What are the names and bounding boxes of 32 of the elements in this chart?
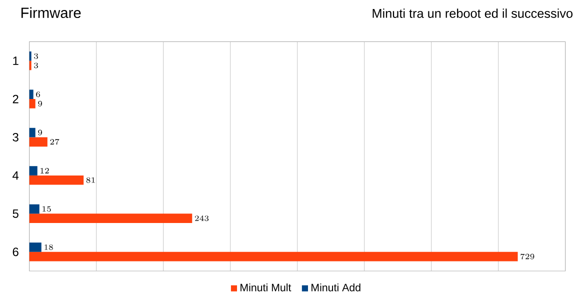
chart-subtitle: Minuti tra un reboot ed il successivo xyxy=(372,8,573,18)
y-tick-label: 4 xyxy=(12,171,19,180)
bar xyxy=(29,99,36,108)
y-tick-label: 3 xyxy=(12,132,18,142)
data-label: 729 xyxy=(520,254,534,260)
legend-label: Minuti Add xyxy=(312,283,360,292)
y-tick-label: 1 xyxy=(13,56,18,65)
data-label: 81 xyxy=(86,177,95,183)
data-label: 6 xyxy=(36,92,40,98)
data-label: 12 xyxy=(40,168,49,174)
data-label: 9 xyxy=(38,100,42,106)
data-label: 15 xyxy=(42,206,51,212)
bar xyxy=(29,90,34,100)
data-label: 27 xyxy=(50,139,60,145)
legend-label: Minuti Mult xyxy=(240,283,292,292)
chart-title: Firmware xyxy=(21,7,81,18)
y-tick-label: 2 xyxy=(12,94,18,104)
y-tick-label: 5 xyxy=(12,209,18,218)
bar xyxy=(29,252,518,262)
y-tick-label: 6 xyxy=(12,248,18,256)
data-label: 3 xyxy=(34,62,38,68)
data-label: 3 xyxy=(34,53,38,59)
bar xyxy=(29,242,42,252)
data-label: 9 xyxy=(38,130,42,136)
bar xyxy=(29,214,192,224)
bar xyxy=(29,204,40,214)
data-label: 243 xyxy=(194,216,209,222)
bar xyxy=(29,166,38,176)
data-label: 18 xyxy=(44,244,53,250)
bar xyxy=(29,128,36,138)
bar xyxy=(29,137,48,147)
bar xyxy=(29,175,84,185)
